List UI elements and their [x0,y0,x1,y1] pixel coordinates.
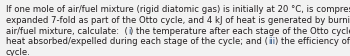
Text: heat absorbed/expelled during each stage of the cycle; and (: heat absorbed/expelled during each stage… [6,37,268,46]
Text: ) the efficiency of the Otto: ) the efficiency of the Otto [275,37,350,46]
Text: air/fuel mixture, calculate:  (: air/fuel mixture, calculate: ( [6,26,128,35]
Text: expanded 7-fold as part of the Otto cycle, and 4 kJ of heat is generated by burn: expanded 7-fold as part of the Otto cycl… [6,16,350,24]
Text: i: i [128,26,130,35]
Text: cycle.: cycle. [6,47,31,56]
Text: iii: iii [268,37,275,46]
Text: If one mole of air/fuel mixture (rigid diatomic gas) is initially at 20 °C, is c: If one mole of air/fuel mixture (rigid d… [6,5,350,14]
Text: ) the temperature after each stage of the Otto cycle; (: ) the temperature after each stage of th… [130,26,350,35]
